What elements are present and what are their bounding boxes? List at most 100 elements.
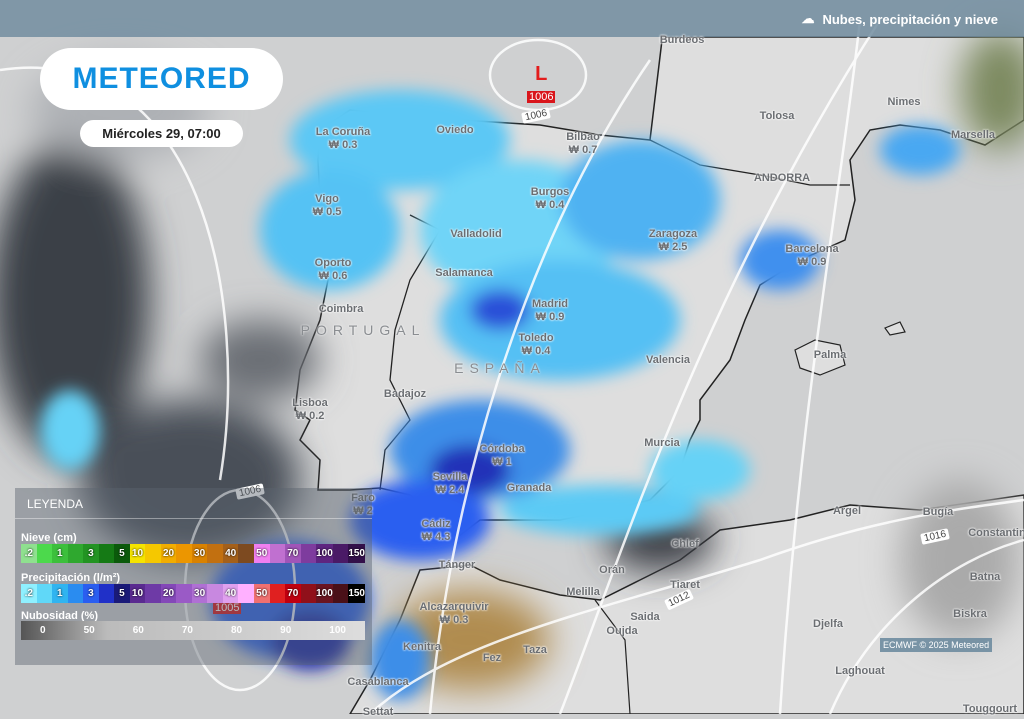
snow-scale-cell: 100 [316, 544, 333, 563]
city-precip-value: ₩ 2.5 [658, 241, 688, 253]
snow-scale-cell: 150 [348, 544, 365, 563]
snow-scale-cell: 10 [129, 544, 146, 563]
snow-scale-cell: 5 [114, 544, 130, 563]
mallorca [794, 339, 846, 376]
city-label: Bilbao ₩ 0.7 [566, 131, 600, 157]
city-label: Casablanca [347, 676, 408, 689]
city-label: Madrid ₩ 0.9 [532, 298, 568, 324]
cloud-scale: 0 50 60 70 80 90 100 [21, 621, 365, 640]
city-name: Argel [832, 505, 862, 517]
snow-scale-cell: 70 [285, 544, 301, 563]
city-name: Djelfa [813, 618, 843, 630]
low-pressure-value: 1006 [527, 91, 556, 103]
precip-scale-cell: 30 [191, 584, 208, 603]
layer-title[interactable]: ☁ Nubes, precipitación y nieve [801, 11, 998, 27]
city-label: Vigo ₩ 0.5 [313, 193, 342, 219]
city-precip-value: ₩ 0.6 [318, 270, 348, 282]
city-name: Sevilla [432, 471, 468, 483]
city-label: Murcia [644, 437, 679, 450]
precip-scale-cell [300, 584, 317, 603]
precip-scale-cell: 3 [83, 584, 99, 603]
city-label: Palma [814, 349, 846, 362]
city-label: Saida [630, 611, 659, 624]
snow-scale-cell [332, 544, 349, 563]
city-label: Biskra [953, 608, 987, 621]
city-precip-value: ₩ 0.3 [328, 139, 358, 151]
city-label: Faro ₩ 2 [351, 492, 375, 518]
city-label: Orán [599, 564, 625, 577]
city-name: Touggourt [962, 703, 1018, 715]
city-label: Barcelona ₩ 0.9 [785, 243, 838, 269]
precipitation [40, 90, 960, 700]
snow-scale-cell: 40 [222, 544, 239, 563]
city-label: Taza [523, 644, 547, 657]
city-name: Chlef [671, 538, 699, 550]
city-label: Laghouat [835, 665, 885, 678]
city-name: Córdoba [479, 443, 525, 455]
city-name: Tiaret [670, 579, 700, 591]
city-name: Salamanca [435, 267, 493, 279]
city-name: Saida [630, 611, 660, 623]
city-precip-value: ₩ 4.3 [421, 531, 451, 543]
city-name: Casablanca [347, 676, 409, 688]
snow-scale-cell: 20 [160, 544, 177, 563]
city-name: Alcazarquivir [419, 601, 489, 613]
city-label: Argel [833, 505, 861, 518]
precip-scale-cell: 150 [348, 584, 365, 603]
city-label: Touggourt [963, 703, 1017, 716]
city-name: Tánger [438, 559, 476, 571]
city-label: Djelfa [813, 618, 843, 631]
snow-scale-cell: 30 [191, 544, 208, 563]
snow-scale-cell [176, 544, 192, 563]
city-name: Faro [351, 492, 375, 504]
city-label: Lisboa ₩ 0.2 [292, 397, 327, 423]
city-name: Taza [523, 644, 547, 656]
city-label: Constantine [968, 527, 1024, 540]
snow-scale-cell [98, 544, 115, 563]
cloud-scale-tick: 80 [231, 625, 243, 636]
city-name: Kenitra [403, 641, 441, 653]
snow-scale-cell [207, 544, 223, 563]
city-label: Marsella [951, 129, 995, 142]
city-name: Lisboa [292, 397, 328, 409]
snow-scale-cell [300, 544, 317, 563]
city-label: Sevilla ₩ 2.4 [433, 471, 468, 497]
menorca [884, 321, 906, 336]
legend-title: LEYENDA [27, 497, 84, 511]
city-name: Palma [813, 349, 847, 361]
precip-scale-cell: 100 [316, 584, 333, 603]
city-label: Alcazarquivir ₩ 0.3 [419, 601, 488, 627]
meteored-logo[interactable]: METEORED [40, 48, 283, 110]
city-name: Burgos [530, 186, 570, 198]
city-label: Oviedo [436, 124, 473, 137]
city-name: Oporto [314, 257, 352, 269]
country-label: ESPAÑA [454, 360, 546, 376]
city-label: Cádiz ₩ 4.3 [421, 518, 450, 544]
city-precip-value: ₩ 0.9 [797, 256, 827, 268]
snow-scale-cell: 50 [253, 544, 270, 563]
city-label: Nimes [887, 96, 920, 109]
city-precip-value: ₩ 2 [353, 505, 373, 517]
city-name: Melilla [566, 586, 600, 598]
precip-scale-cell: 5 [114, 584, 130, 603]
city-name: Oviedo [436, 124, 474, 136]
precip-scale-cell [67, 584, 84, 603]
city-label: Oujda [606, 625, 637, 638]
city-label: Bugía [923, 506, 954, 519]
city-label: Salamanca [435, 267, 492, 280]
snow-scale: .2 1 3 5 10 20 30 40 50 70 100 150 [21, 544, 365, 563]
snow-scale-cell: .2 [21, 544, 37, 563]
city-name: Marsella [950, 129, 996, 141]
legend-divider [15, 518, 372, 519]
snow-scale-cell [36, 544, 53, 563]
precip-scale-cell [269, 584, 286, 603]
snow-scale-cell [67, 544, 84, 563]
city-label: Valladolid [450, 228, 501, 241]
cloud-scale-tick: 0 [40, 625, 46, 636]
precip-scale-cell [145, 584, 161, 603]
top-bar: ☁ Nubes, precipitación y nieve [0, 0, 1024, 37]
city-precip-value: ₩ 0.7 [568, 144, 598, 156]
morocco-algeria-border [594, 599, 631, 714]
city-name: Murcia [644, 437, 680, 449]
country-label: PORTUGAL [300, 322, 426, 338]
